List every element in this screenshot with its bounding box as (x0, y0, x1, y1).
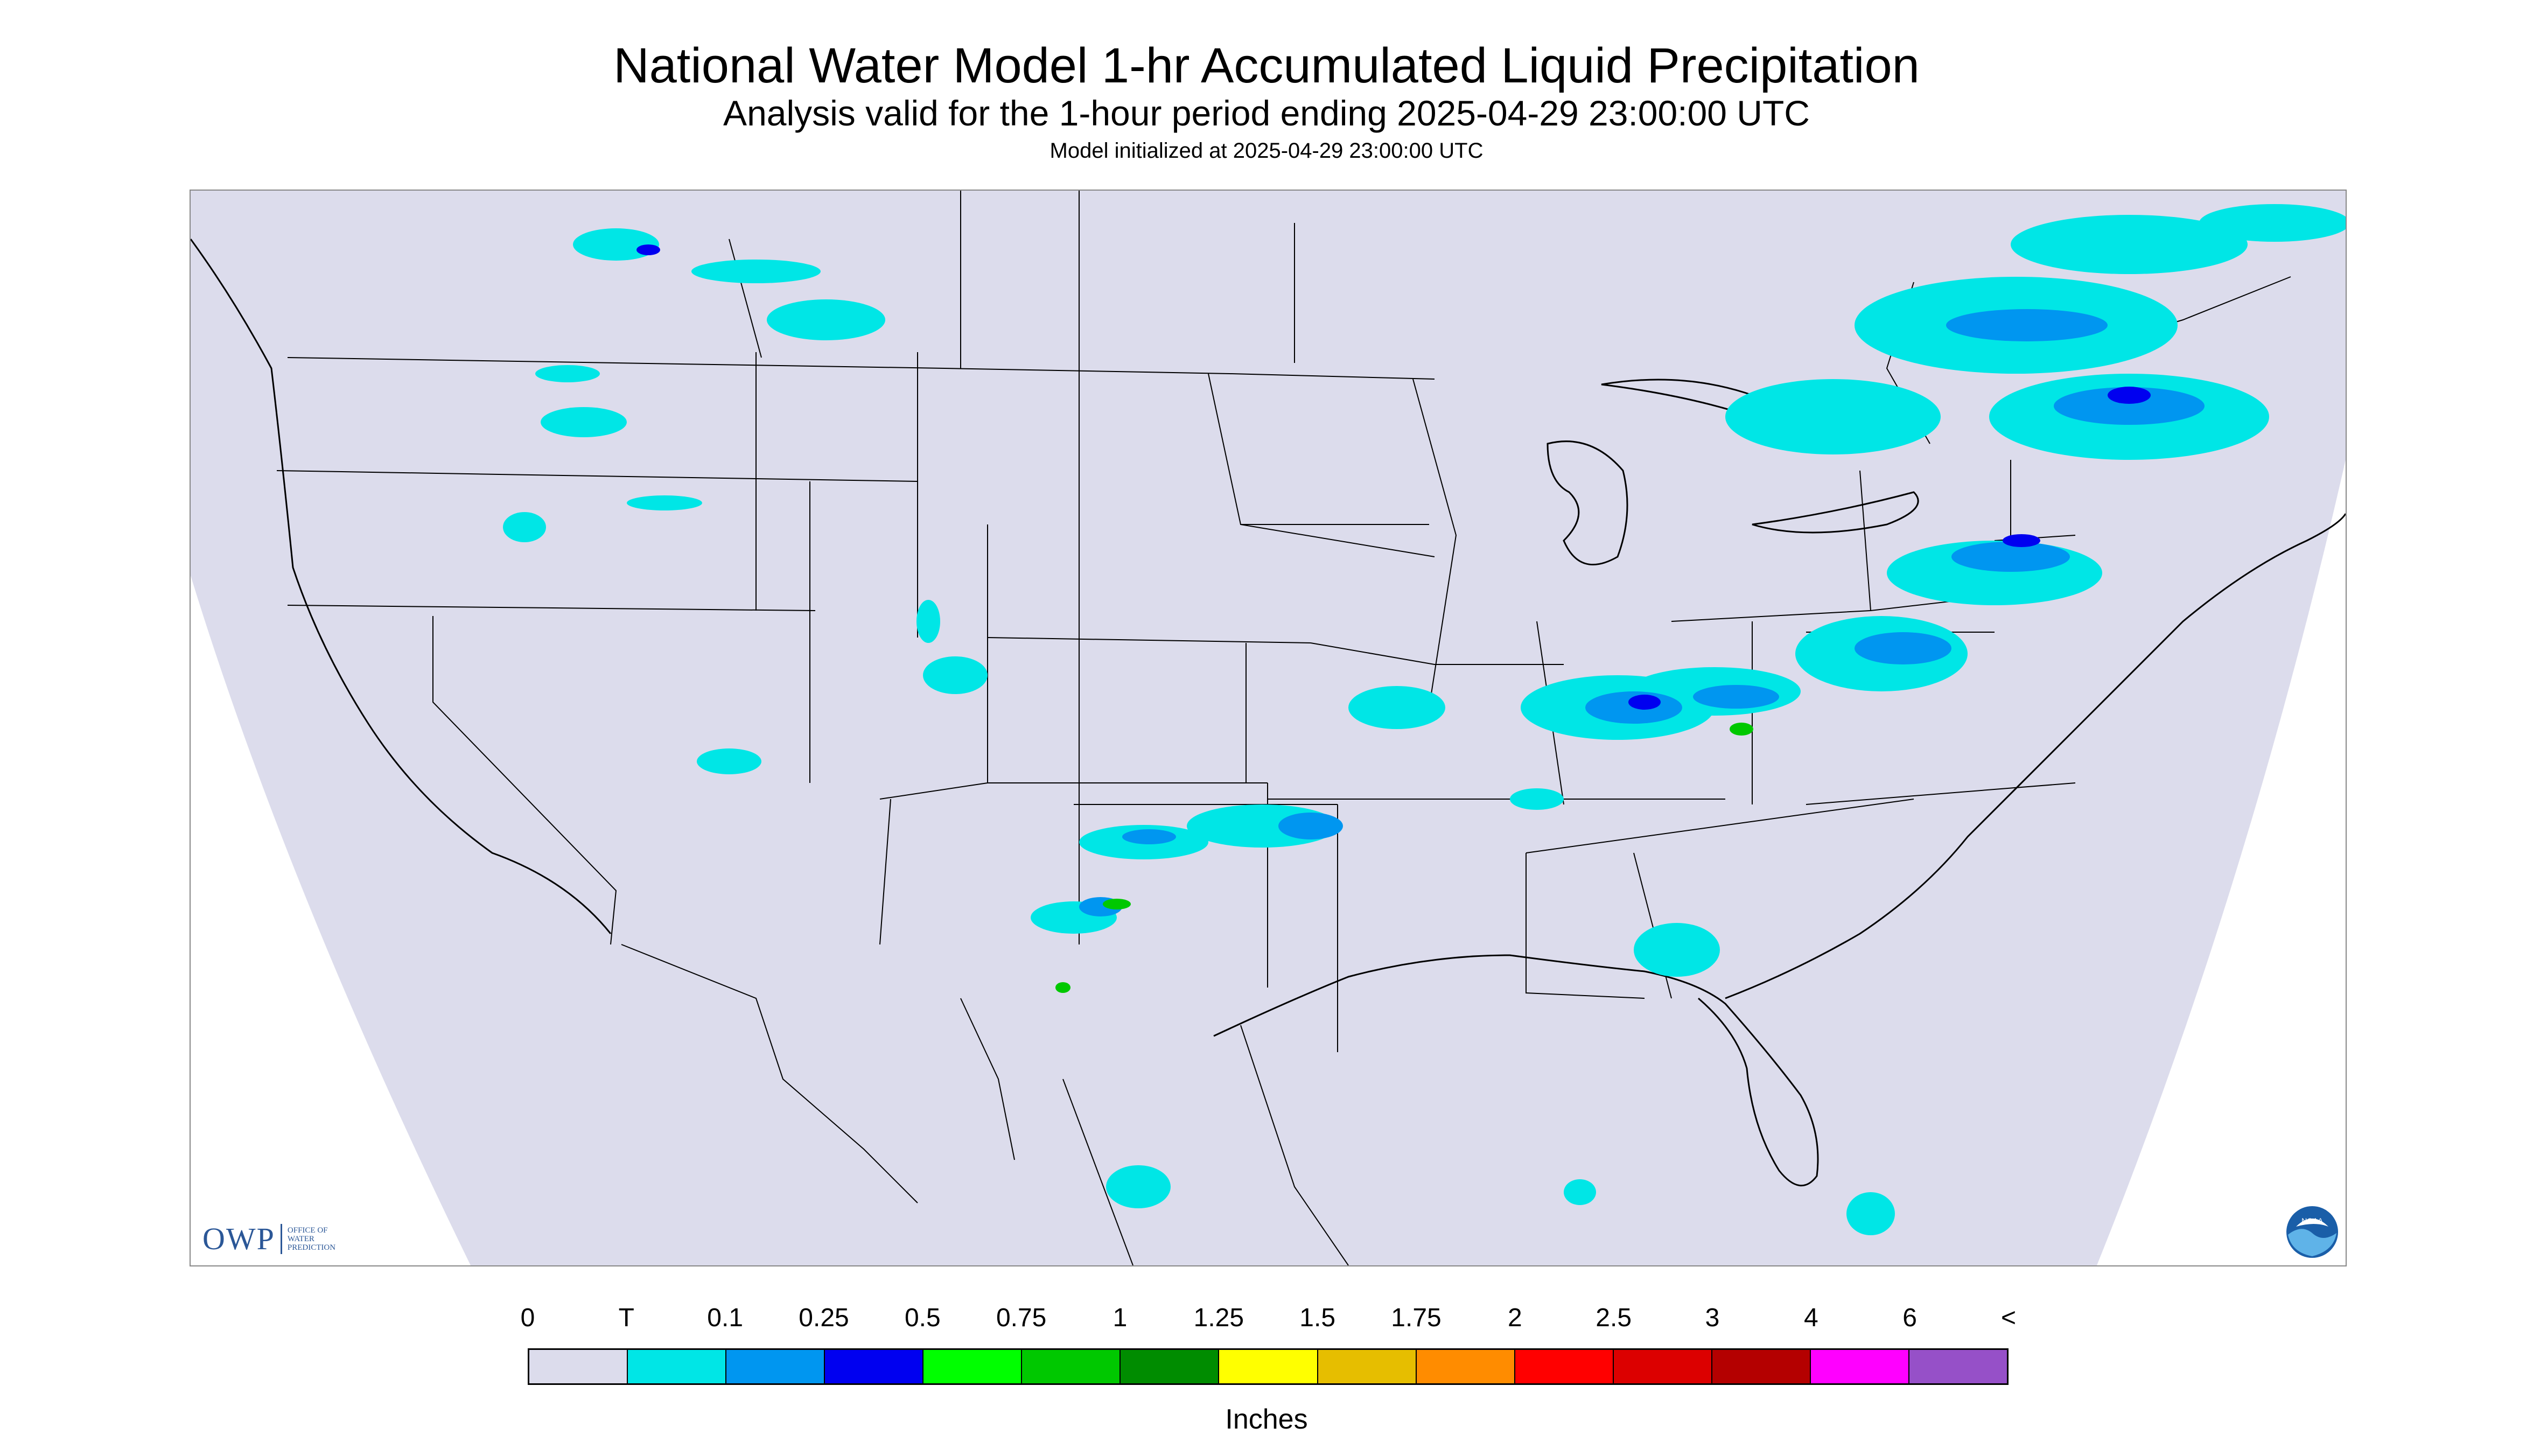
chart-title: National Water Model 1-hr Accumulated Li… (613, 38, 1920, 93)
precip-0-1 (1079, 309, 2205, 916)
legend-swatch (1712, 1350, 1811, 1383)
owp-logo-subtitle: OFFICE OF WATER PREDICTION (287, 1226, 336, 1252)
legend-tick-label: 6 (1902, 1304, 1918, 1332)
legend-tick-label: 1.5 (1299, 1304, 1336, 1332)
legend-swatch (628, 1350, 727, 1383)
legend-tick-label: 1.75 (1391, 1304, 1442, 1332)
noaa-logo-icon: NOAA (2286, 1206, 2338, 1258)
legend-swatch (1022, 1350, 1121, 1383)
precip-0-5 (1055, 723, 1753, 993)
legend-tick-label: 1.25 (1193, 1304, 1244, 1332)
legend-tick-label: 0.5 (904, 1304, 941, 1332)
noaa-logo-text: NOAA (2301, 1216, 2323, 1225)
legend-swatch (1909, 1350, 2007, 1383)
legend-tick-label: 0.75 (996, 1304, 1047, 1332)
legend-swatch (825, 1350, 924, 1383)
map-canvas (191, 191, 2346, 1265)
legend-swatch (1515, 1350, 1614, 1383)
precipitation-map[interactable]: OWP OFFICE OF WATER PREDICTION NOAA (190, 190, 2347, 1266)
owp-logo-divider (280, 1223, 282, 1254)
owp-logo: OWP OFFICE OF WATER PREDICTION (202, 1221, 347, 1257)
legend-swatch (1219, 1350, 1318, 1383)
legend-tick-label: 0.25 (799, 1304, 849, 1332)
legend-swatch (1613, 1350, 1712, 1383)
legend-tick-label: 2 (1507, 1304, 1522, 1332)
legend-swatch (1318, 1350, 1417, 1383)
legend-tick-label: 1 (1112, 1304, 1128, 1332)
legend-swatch (1416, 1350, 1515, 1383)
legend-labels: 0 T 0.1 0.25 0.5 0.75 1 1.25 1.5 1.75 2 2.5 3 4 6 < (521, 1303, 2016, 1335)
legend-tick-label: 0 (520, 1304, 535, 1332)
legend-tick-label: T (618, 1304, 634, 1332)
model-init-line: Model initialized at 2025-04-29 23:00:00… (1049, 139, 1484, 163)
chart-subtitle: Analysis valid for the 1-hour period end… (723, 93, 1810, 133)
legend-swatch (923, 1350, 1023, 1383)
legend-unit-label: Inches (1225, 1404, 1308, 1435)
legend-color-bar (528, 1348, 2009, 1385)
precip-0-25 (636, 244, 2151, 710)
legend-swatch (726, 1350, 825, 1383)
legend-tick-label: 3 (1705, 1304, 1720, 1332)
coastlines (191, 239, 2346, 1187)
legend-tick-label: 0.1 (707, 1304, 744, 1332)
owp-logo-text: OWP (202, 1221, 275, 1256)
legend-tick-label: 2.5 (1596, 1304, 1632, 1332)
legend-tick-label: < (2000, 1304, 2017, 1332)
legend-swatch (1810, 1350, 1909, 1383)
legend-tick-label: 4 (1803, 1304, 1818, 1332)
map-domain (191, 191, 2346, 1265)
legend-swatch (1121, 1350, 1220, 1383)
legend-swatch (529, 1350, 628, 1383)
